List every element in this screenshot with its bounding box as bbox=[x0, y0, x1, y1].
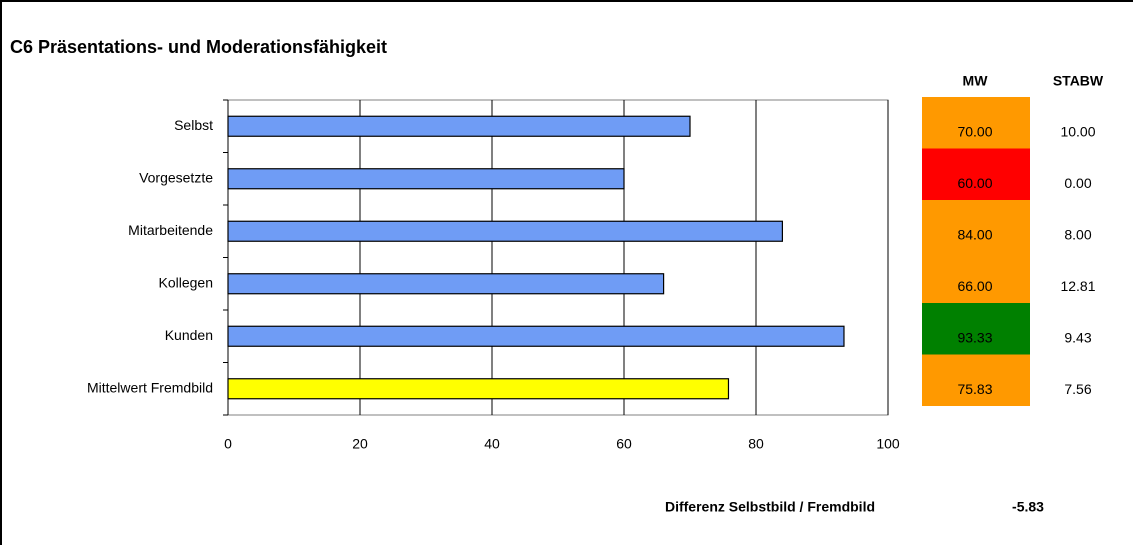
x-tick-label: 40 bbox=[484, 436, 500, 452]
stabw-cell-text: 0.00 bbox=[1064, 175, 1091, 191]
x-tick-label: 20 bbox=[352, 436, 368, 452]
mw-cell-text: 66.00 bbox=[957, 278, 992, 294]
bar bbox=[227, 168, 625, 190]
table-header: STABW bbox=[1053, 73, 1104, 89]
mw-cell bbox=[922, 303, 1030, 355]
mw-cell bbox=[922, 200, 1030, 252]
mw-cell-text: 70.00 bbox=[957, 123, 992, 139]
x-tick-label: 0 bbox=[224, 436, 232, 452]
mw-cell-text: 60.00 bbox=[957, 175, 992, 191]
footer-value: -5.83 bbox=[1012, 499, 1044, 515]
bar bbox=[227, 378, 730, 400]
bar bbox=[227, 325, 845, 347]
table-header: MW bbox=[963, 73, 989, 89]
x-tick-label: 60 bbox=[616, 436, 632, 452]
mw-cell-text: 84.00 bbox=[957, 226, 992, 242]
y-tick-label: Vorgesetzte bbox=[139, 169, 213, 185]
chart-title: C6 Präsentations- und Moderationsfähigke… bbox=[10, 37, 387, 57]
stabw-cell-text: 8.00 bbox=[1064, 226, 1091, 242]
y-tick-label: Kunden bbox=[165, 327, 213, 343]
footer-label: Differenz Selbstbild / Fremdbild bbox=[665, 499, 875, 515]
x-tick-label: 100 bbox=[876, 436, 900, 452]
bar bbox=[227, 220, 784, 242]
y-tick-label: Mittelwert Fremdbild bbox=[87, 379, 213, 395]
y-tick-label: Kollegen bbox=[159, 274, 214, 290]
stabw-cell-text: 7.56 bbox=[1064, 381, 1091, 397]
mw-cell-text: 93.33 bbox=[957, 329, 992, 345]
mw-cell bbox=[922, 354, 1030, 406]
mw-cell bbox=[922, 148, 1030, 200]
stabw-cell-text: 12.81 bbox=[1060, 278, 1095, 294]
bar bbox=[227, 273, 665, 295]
plot-area bbox=[227, 99, 889, 416]
bar bbox=[227, 115, 691, 137]
y-tick-label: Mitarbeitende bbox=[128, 222, 213, 238]
stabw-cell-text: 9.43 bbox=[1064, 329, 1091, 345]
stabw-cell-text: 10.00 bbox=[1060, 123, 1095, 139]
mw-cell bbox=[922, 97, 1030, 149]
x-tick-label: 80 bbox=[748, 436, 764, 452]
mw-cell-text: 75.83 bbox=[957, 381, 992, 397]
y-tick-label: Selbst bbox=[174, 117, 213, 133]
mw-cell bbox=[922, 251, 1030, 303]
